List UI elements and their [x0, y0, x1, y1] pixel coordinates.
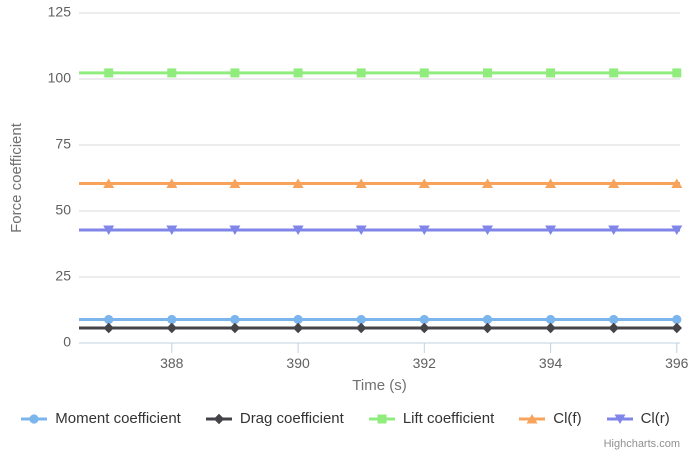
data-point-marker[interactable] [292, 178, 304, 189]
triangle-up-marker-icon [519, 413, 546, 423]
data-point-marker[interactable] [356, 322, 367, 334]
data-point-marker[interactable] [293, 68, 303, 78]
x-tick-label: 394 [539, 355, 563, 371]
legend-label: Cl(r) [640, 410, 670, 427]
y-tick-label: 0 [63, 334, 71, 350]
data-point-marker[interactable] [103, 178, 115, 189]
data-point-marker[interactable] [355, 225, 367, 236]
data-point-marker[interactable] [608, 178, 620, 189]
data-point-marker[interactable] [482, 178, 493, 189]
data-point-marker[interactable] [545, 178, 557, 189]
legend-item-lift-coefficient[interactable]: Lift coefficient [368, 410, 494, 427]
y-axis-title: Force coefficient [8, 122, 25, 233]
data-point-marker [526, 413, 538, 423]
data-point-marker[interactable] [356, 314, 366, 325]
data-point-marker[interactable] [546, 68, 556, 78]
data-point-marker[interactable] [482, 314, 493, 325]
x-tick-label: 388 [160, 355, 184, 371]
data-point-marker[interactable] [292, 225, 304, 236]
data-point-marker[interactable] [230, 68, 240, 78]
y-tick-label: 50 [55, 202, 71, 218]
data-point-marker[interactable] [419, 322, 430, 334]
data-point-marker[interactable] [356, 68, 366, 78]
circle-marker-icon [21, 413, 48, 424]
data-point-marker[interactable] [609, 68, 619, 78]
legend-item-moment-coefficient[interactable]: Moment coefficient [20, 410, 181, 427]
data-point-marker[interactable] [671, 178, 683, 189]
data-point-marker[interactable] [419, 314, 429, 325]
legend: Moment coefficient Drag coefficient Lift… [0, 410, 690, 427]
data-point-marker[interactable] [104, 68, 114, 78]
y-tick-label: 25 [55, 268, 71, 284]
data-point-marker[interactable] [166, 322, 177, 334]
y-tick-label: 100 [48, 70, 72, 86]
data-point-marker[interactable] [229, 225, 241, 236]
data-point-marker[interactable] [103, 322, 114, 334]
data-point-marker[interactable] [419, 68, 429, 78]
data-point-marker[interactable] [672, 68, 682, 78]
data-point-marker[interactable] [482, 322, 493, 334]
data-point-marker[interactable] [418, 178, 430, 189]
legend-label: Drag coefficient [239, 410, 344, 427]
data-point-marker[interactable] [545, 225, 557, 236]
data-point-marker[interactable] [104, 314, 114, 325]
x-tick-label: 396 [665, 355, 689, 371]
plot-area: 0 25 50 75 100 125 388 390 392 394 396 Time (s) Forc… [8, 4, 689, 394]
data-point-marker [377, 414, 387, 423]
data-point-marker[interactable] [230, 314, 240, 325]
data-point-marker [29, 413, 39, 424]
data-point-marker[interactable] [545, 322, 556, 334]
data-point-marker[interactable] [483, 68, 492, 78]
legend-item-drag-coefficient[interactable]: Drag coefficient [205, 410, 344, 427]
data-point-marker[interactable] [672, 314, 682, 325]
data-point-marker[interactable] [608, 225, 620, 236]
data-point-marker[interactable] [229, 178, 241, 189]
triangle-down-marker-icon [606, 414, 633, 424]
legend-item-clr[interactable]: Cl(r) [606, 410, 670, 427]
data-point-marker[interactable] [166, 178, 178, 189]
data-point-marker[interactable] [166, 225, 178, 236]
legend-label: Moment coefficient [55, 410, 181, 427]
data-point-marker[interactable] [103, 225, 115, 236]
highcharts-credit-link[interactable]: Highcharts.com [603, 438, 680, 450]
diamond-marker-icon [205, 413, 232, 424]
data-point-marker [213, 413, 225, 424]
data-point-marker[interactable] [418, 225, 430, 236]
data-point-marker[interactable] [671, 322, 682, 334]
data-point-marker[interactable] [229, 322, 241, 334]
data-point-marker[interactable] [671, 225, 683, 236]
legend-item-clf[interactable]: Cl(f) [518, 410, 582, 427]
data-point-marker[interactable] [482, 225, 493, 236]
data-point-marker[interactable] [167, 314, 177, 325]
data-point-marker[interactable] [608, 322, 619, 334]
y-tick-label: 75 [55, 136, 71, 152]
x-tick-label: 390 [286, 355, 310, 371]
x-tick-label: 392 [413, 355, 437, 371]
legend-label: Cl(f) [553, 410, 582, 427]
legend-label: Lift coefficient [402, 410, 495, 427]
data-point-marker[interactable] [609, 314, 619, 325]
data-point-marker[interactable] [167, 68, 177, 78]
square-marker-icon [368, 414, 395, 423]
data-point-marker[interactable] [546, 314, 556, 325]
y-tick-label: 125 [48, 4, 72, 20]
data-point-marker[interactable] [293, 314, 303, 325]
data-point-marker[interactable] [292, 322, 304, 334]
data-point-marker[interactable] [355, 178, 367, 189]
x-axis-title: Time (s) [352, 377, 406, 394]
data-point-marker [614, 414, 626, 424]
